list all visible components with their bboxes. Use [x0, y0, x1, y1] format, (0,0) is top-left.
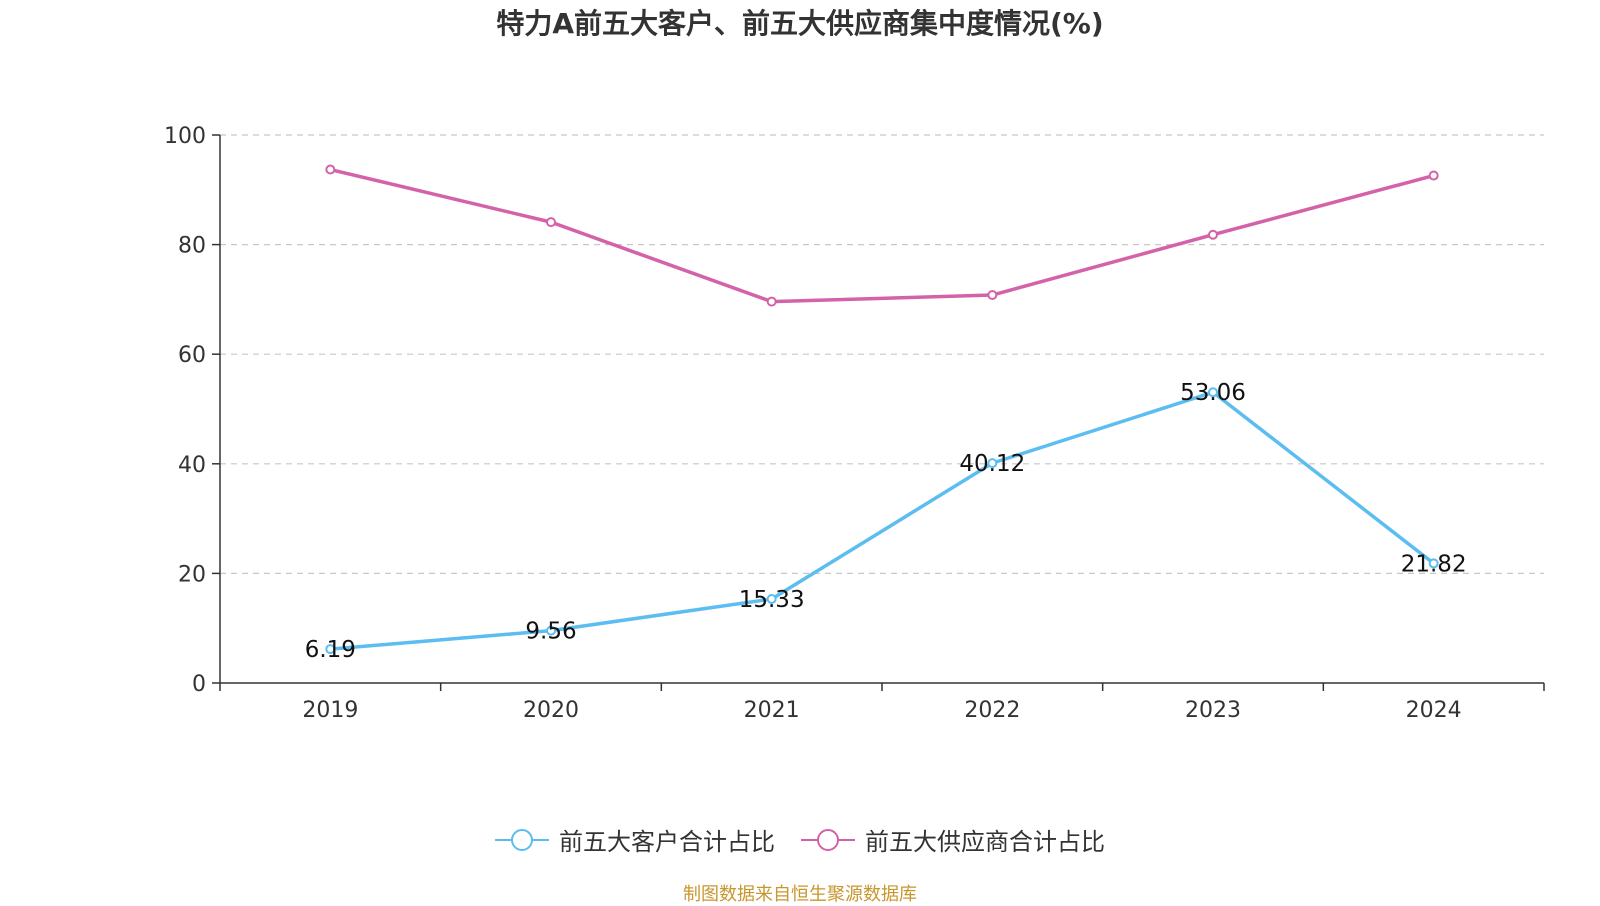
legend-label-suppliers: 前五大供应商合计占比 [865, 828, 1105, 856]
point-1-2019 [325, 164, 336, 175]
x-tick-label-2023: 2023 [1185, 698, 1241, 723]
x-tick-label-2020: 2020 [523, 698, 579, 723]
axes: 0 20 40 60 80 100 2019 2020 2021 2022 2023 2024 [164, 124, 1545, 723]
series-line-1 [329, 167, 1435, 304]
legend: 前五大客户合计占比 前五大供应商合计占比 [0, 822, 1600, 857]
point-1-2020 [546, 217, 556, 228]
point-0-2023 [1208, 387, 1218, 398]
series-line-0 [330, 390, 1435, 651]
y-tick-label: 100 [164, 124, 206, 149]
y-tick-label: 60 [178, 343, 206, 368]
y-tick-label: 80 [178, 234, 206, 259]
point-1-2021 [766, 296, 777, 307]
point-0-2021 [766, 593, 777, 604]
line-chart: 0 20 40 60 80 100 2019 2020 2021 2022 2023 2024 6.1… [164, 124, 1545, 723]
y-tick-label: 40 [178, 453, 206, 478]
point-0-2022 [987, 458, 998, 469]
point-0-2019 [325, 644, 336, 655]
point-1-2022 [987, 290, 998, 301]
data-label-2020: 9.56 [525, 619, 576, 645]
series [325, 164, 1439, 655]
point-1-2024 [1428, 170, 1439, 181]
point-0-2020 [546, 625, 556, 636]
data-label-2022: 40.12 [959, 451, 1025, 477]
source-note: 制图数据来自恒生聚源数据库 [683, 884, 917, 905]
y-tick-label: 20 [178, 562, 206, 587]
x-tick-label-2019: 2019 [302, 698, 358, 723]
y-tick-label: 0 [192, 672, 206, 697]
x-tick-label-2022: 2022 [964, 698, 1020, 723]
data-label-2023: 53.06 [1180, 380, 1246, 406]
chart-title: 特力A前五大客户、前五大供应商集中度情况(%) [496, 7, 1104, 40]
legend-marker-customers [495, 826, 549, 854]
legend-item-customers[interactable]: 前五大客户合计占比 [495, 822, 775, 857]
data-labels: 6.19 9.56 15.33 40.12 53.06 21.82 [305, 380, 1467, 663]
point-0-2024 [1428, 558, 1439, 569]
x-tick-label-2021: 2021 [744, 698, 800, 723]
data-label-2024: 21.82 [1401, 551, 1467, 577]
legend-marker-suppliers [801, 826, 855, 854]
data-label-2021: 15.33 [739, 587, 805, 613]
x-tick-label-2024: 2024 [1406, 698, 1462, 723]
legend-label-customers: 前五大客户合计占比 [559, 828, 775, 856]
point-1-2023 [1208, 229, 1218, 240]
data-label-2019: 6.19 [305, 637, 356, 663]
legend-item-suppliers[interactable]: 前五大供应商合计占比 [801, 822, 1105, 857]
gridlines [220, 134, 1544, 575]
